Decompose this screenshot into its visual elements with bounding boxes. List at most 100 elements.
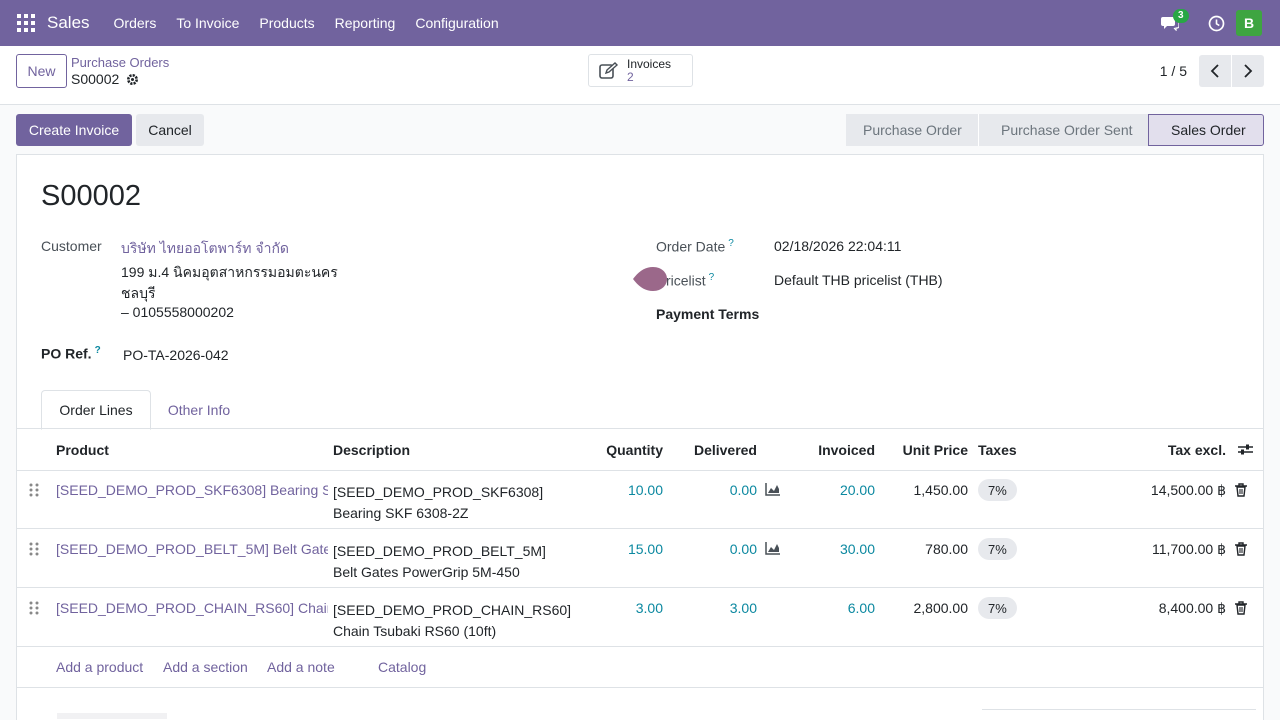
pager-previous-button[interactable]: [1199, 55, 1231, 87]
quantity-cell[interactable]: 10.00: [627, 482, 663, 498]
gear-icon[interactable]: [126, 73, 139, 86]
invoices-count: 2: [627, 69, 634, 84]
customer-address-line1: 199 ม.4 นิคมอุตสาหกรรมอมตะนคร: [121, 264, 338, 280]
trash-icon[interactable]: [1235, 542, 1247, 559]
chevron-left-icon: [1210, 64, 1219, 78]
new-button[interactable]: New: [16, 54, 67, 88]
app-brand[interactable]: Sales: [47, 13, 90, 32]
customer-vat: – 0105558000202: [121, 304, 234, 320]
table-row[interactable]: [SEED_DEMO_PROD_SKF6308] Bearing S [SEED…: [17, 470, 1263, 529]
terms-placeholder: [57, 713, 167, 719]
column-tax-excl[interactable]: Tax excl.: [1167, 442, 1226, 458]
drag-handle-icon[interactable]: [28, 600, 40, 616]
product-cell[interactable]: [SEED_DEMO_PROD_BELT_5M] Belt Gates: [56, 541, 328, 557]
description-cell[interactable]: [SEED_DEMO_PROD_BELT_5M] Belt Gates Power…: [333, 541, 603, 583]
quantity-cell[interactable]: 15.00: [627, 541, 663, 557]
form-sheet: S00002 Customer บริษัท ไทยออโตพาร์ท จำกั…: [16, 154, 1264, 720]
drag-handle-icon[interactable]: [28, 541, 40, 557]
tax-badge[interactable]: 7%: [978, 597, 1017, 619]
column-description[interactable]: Description: [333, 442, 411, 458]
pager-next-button[interactable]: [1232, 55, 1264, 87]
tabs-divider: [17, 428, 1263, 429]
add-product-link[interactable]: Add a product: [56, 659, 144, 675]
column-taxes[interactable]: Taxes: [978, 442, 1017, 458]
catalog-link[interactable]: Catalog: [378, 659, 427, 675]
product-cell[interactable]: [SEED_DEMO_PROD_CHAIN_RS60] Chain: [56, 600, 328, 616]
order-date-label: Order Date?: [656, 238, 734, 255]
pricelist-help-icon[interactable]: ?: [708, 272, 715, 283]
create-invoice-button[interactable]: Create Invoice: [16, 114, 132, 146]
delivered-cell: 0.00: [729, 541, 757, 557]
order-date-field[interactable]: 02/18/2026 22:04:11: [774, 238, 902, 254]
menu-to-invoice[interactable]: To Invoice: [176, 15, 240, 31]
record-name: S00002: [71, 71, 139, 87]
pricelist-label: ricelist?: [666, 272, 715, 289]
activity-clock-icon[interactable]: [1198, 0, 1234, 46]
unit-price-cell[interactable]: 780.00: [925, 541, 968, 557]
trash-icon[interactable]: [1235, 483, 1247, 500]
cancel-button[interactable]: Cancel: [136, 114, 204, 146]
table-row[interactable]: [SEED_DEMO_PROD_BELT_5M] Belt Gates [SEE…: [17, 529, 1263, 588]
menu-reporting[interactable]: Reporting: [334, 15, 396, 31]
forecast-chart-icon[interactable]: [765, 541, 781, 558]
invoiced-cell: 30.00: [839, 541, 875, 557]
po-ref-field[interactable]: PO-TA-2026-042: [123, 347, 229, 363]
order-date-help-icon[interactable]: ?: [728, 238, 734, 249]
description-code: [SEED_DEMO_PROD_BELT_5M]: [333, 543, 546, 559]
po-ref-label: PO Ref.?: [41, 345, 101, 362]
trash-icon[interactable]: [1235, 601, 1247, 618]
stage-purchase-order-sent[interactable]: Purchase Order Sent: [978, 114, 1148, 146]
quantity-cell[interactable]: 3.00: [635, 600, 663, 616]
description-cell[interactable]: [SEED_DEMO_PROD_CHAIN_RS60] Chain Tsubaki…: [333, 600, 603, 642]
tax-badge[interactable]: 7%: [978, 479, 1017, 501]
chat-count-badge: 3: [1173, 9, 1189, 23]
user-avatar[interactable]: B: [1236, 10, 1262, 36]
table-row[interactable]: [SEED_DEMO_PROD_CHAIN_RS60] Chain [SEED_…: [17, 588, 1263, 647]
control-panel: New Purchase Orders S00002 Invoices 2 1 …: [0, 46, 1280, 105]
tab-other-info[interactable]: Other Info: [167, 402, 231, 418]
description-name: Belt Gates PowerGrip 5M-450: [333, 564, 520, 580]
pricelist-field[interactable]: Default THB pricelist (THB): [774, 272, 943, 288]
add-section-link[interactable]: Add a section: [163, 659, 248, 675]
description-name: Bearing SKF 6308-2Z: [333, 505, 469, 521]
invoices-smart-button[interactable]: Invoices 2: [588, 54, 693, 87]
page-title: S00002: [41, 180, 141, 212]
tab-order-lines[interactable]: Order Lines: [41, 390, 151, 430]
menu-configuration[interactable]: Configuration: [415, 15, 499, 31]
status-bar: Create Invoice Cancel Purchase Order Pur…: [0, 105, 1280, 155]
apps-grid-icon[interactable]: [17, 14, 35, 32]
menu-orders[interactable]: Orders: [113, 15, 157, 31]
description-cell[interactable]: [SEED_DEMO_PROD_SKF6308] Bearing SKF 6308…: [333, 482, 603, 524]
order-lines-header: Product Description Quantity Delivered I…: [17, 429, 1263, 471]
customer-name-link[interactable]: บริษัท ไทยออโตพาร์ท จำกัด: [121, 240, 290, 256]
product-cell[interactable]: [SEED_DEMO_PROD_SKF6308] Bearing S: [56, 482, 328, 498]
unit-price-cell[interactable]: 1,450.00: [913, 482, 969, 498]
delivered-cell: 0.00: [729, 482, 757, 498]
menu-products[interactable]: Products: [259, 15, 315, 31]
description-name: Chain Tsubaki RS60 (10ft): [333, 623, 497, 639]
stage-sales-order[interactable]: Sales Order: [1148, 114, 1264, 146]
forecast-chart-icon[interactable]: [765, 482, 781, 499]
invoiced-cell: 6.00: [847, 600, 875, 616]
column-unit-price[interactable]: Unit Price: [902, 442, 968, 458]
column-quantity[interactable]: Quantity: [606, 442, 663, 458]
pager-value[interactable]: 1 / 5: [1159, 63, 1187, 79]
delivered-cell: 3.00: [729, 600, 757, 616]
tax-badge[interactable]: 7%: [978, 538, 1017, 560]
add-note-link[interactable]: Add a note: [267, 659, 335, 675]
column-settings-icon[interactable]: [1238, 443, 1253, 459]
column-invoiced[interactable]: Invoiced: [818, 442, 875, 458]
unit-price-cell[interactable]: 2,800.00: [913, 600, 969, 616]
column-delivered[interactable]: Delivered: [693, 442, 757, 458]
breadcrumb[interactable]: Purchase Orders: [71, 55, 170, 70]
drag-handle-icon[interactable]: [28, 482, 40, 498]
messaging-button[interactable]: 3: [1152, 0, 1189, 46]
description-code: [SEED_DEMO_PROD_SKF6308]: [333, 484, 544, 500]
payment-terms-label: Payment Terms: [656, 306, 760, 322]
column-product[interactable]: Product: [56, 442, 109, 458]
customer-address-line2: ชลบุรี: [121, 285, 156, 301]
invoiced-cell: 20.00: [839, 482, 875, 498]
po-ref-help-icon[interactable]: ?: [94, 345, 101, 356]
add-line-links: Add a product Add a section Add a note C…: [17, 648, 1263, 688]
stage-purchase-order[interactable]: Purchase Order: [846, 114, 978, 146]
